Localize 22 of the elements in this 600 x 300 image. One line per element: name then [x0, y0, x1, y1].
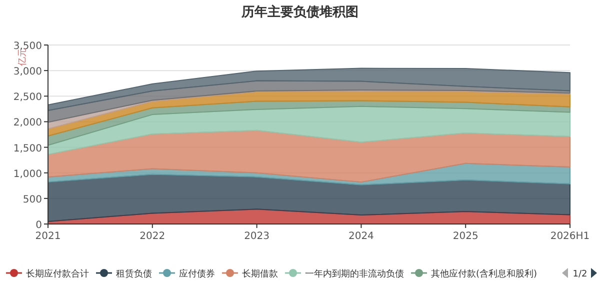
legend-label: 长期借款 [242, 268, 278, 280]
x-tick-label: 2022 [140, 231, 166, 242]
y-tick-label: 2,500 [13, 92, 42, 104]
legend-label: 长期应付款合计 [26, 268, 89, 280]
y-tick-label: 0 [36, 220, 42, 231]
legend-label: 应付债券 [179, 268, 215, 280]
chart-title: 历年主要负债堆积图 [240, 4, 358, 20]
y-axis-title: 亿元 [17, 48, 28, 67]
text: 1/2 [572, 270, 588, 280]
y-tick-label: 1,000 [13, 168, 42, 180]
y-tick-label: 2,000 [13, 118, 42, 129]
x-tick-label: 2025 [452, 231, 478, 242]
x-tick-label: 2026H1 [550, 231, 590, 242]
x-tick-label: 2021 [35, 231, 61, 242]
x-tick-label: 2024 [348, 231, 374, 242]
y-tick-label: 3,000 [13, 66, 42, 78]
x-tick-label: 2023 [244, 231, 270, 242]
legend-label: 一年内到期的非流动负债 [305, 268, 404, 280]
legend-label: 其他应付款(含利息和股利) [431, 268, 538, 280]
y-tick-label: 1,500 [13, 143, 42, 154]
legend-label: 租赁负债 [116, 268, 152, 280]
y-tick-label: 500 [22, 194, 42, 206]
